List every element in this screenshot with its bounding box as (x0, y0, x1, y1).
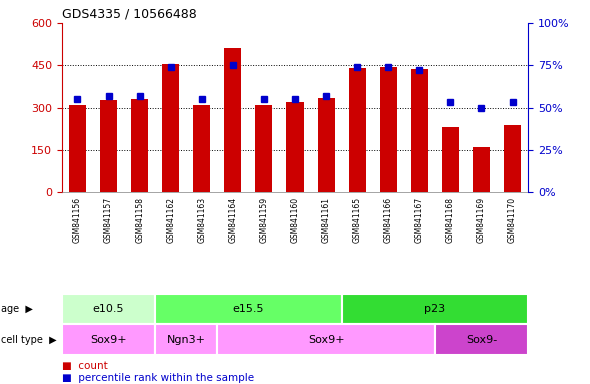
Bar (442, 127, 459, 192)
Text: GSM841158: GSM841158 (135, 197, 144, 243)
Text: age  ▶: age ▶ (1, 304, 33, 314)
Text: e10.5: e10.5 (93, 304, 124, 314)
Text: GSM841166: GSM841166 (384, 197, 393, 243)
Bar (162, 64, 179, 192)
Text: ■  count: ■ count (62, 361, 108, 371)
Bar (349, 68, 366, 192)
Text: GSM841165: GSM841165 (353, 197, 362, 243)
Bar (131, 99, 148, 192)
Text: ■  percentile rank within the sample: ■ percentile rank within the sample (62, 373, 254, 383)
Bar (62, 294, 155, 324)
Bar (287, 102, 303, 192)
Text: GSM841160: GSM841160 (290, 197, 300, 243)
Bar (194, 105, 210, 192)
Text: e15.5: e15.5 (232, 304, 264, 314)
Bar (504, 125, 521, 192)
Text: GSM841163: GSM841163 (197, 197, 206, 243)
Text: GSM841161: GSM841161 (322, 197, 330, 243)
Text: GSM841169: GSM841169 (477, 197, 486, 243)
Text: cell type  ▶: cell type ▶ (1, 335, 57, 345)
Bar (224, 48, 241, 192)
Text: Sox9+: Sox9+ (308, 335, 345, 345)
Text: Sox9+: Sox9+ (90, 335, 127, 345)
Bar (155, 294, 342, 324)
Bar (473, 147, 490, 192)
Text: GSM841159: GSM841159 (260, 197, 268, 243)
Text: GSM841167: GSM841167 (415, 197, 424, 243)
Bar (411, 69, 428, 192)
Text: GSM841170: GSM841170 (508, 197, 517, 243)
Bar (380, 67, 396, 192)
Bar (317, 98, 335, 192)
Bar (69, 105, 86, 192)
Bar (62, 324, 155, 355)
Text: GDS4335 / 10566488: GDS4335 / 10566488 (62, 7, 196, 20)
Bar (155, 324, 217, 355)
Bar (100, 101, 117, 192)
Text: GSM841168: GSM841168 (446, 197, 455, 243)
Text: Ngn3+: Ngn3+ (167, 335, 206, 345)
Bar (217, 324, 435, 355)
Text: GSM841157: GSM841157 (104, 197, 113, 243)
Bar (255, 105, 273, 192)
Text: Sox9-: Sox9- (466, 335, 497, 345)
Text: GSM841162: GSM841162 (166, 197, 175, 243)
Bar (342, 294, 528, 324)
Text: GSM841156: GSM841156 (73, 197, 82, 243)
Text: p23: p23 (424, 304, 445, 314)
Text: GSM841164: GSM841164 (228, 197, 237, 243)
Bar (435, 324, 528, 355)
